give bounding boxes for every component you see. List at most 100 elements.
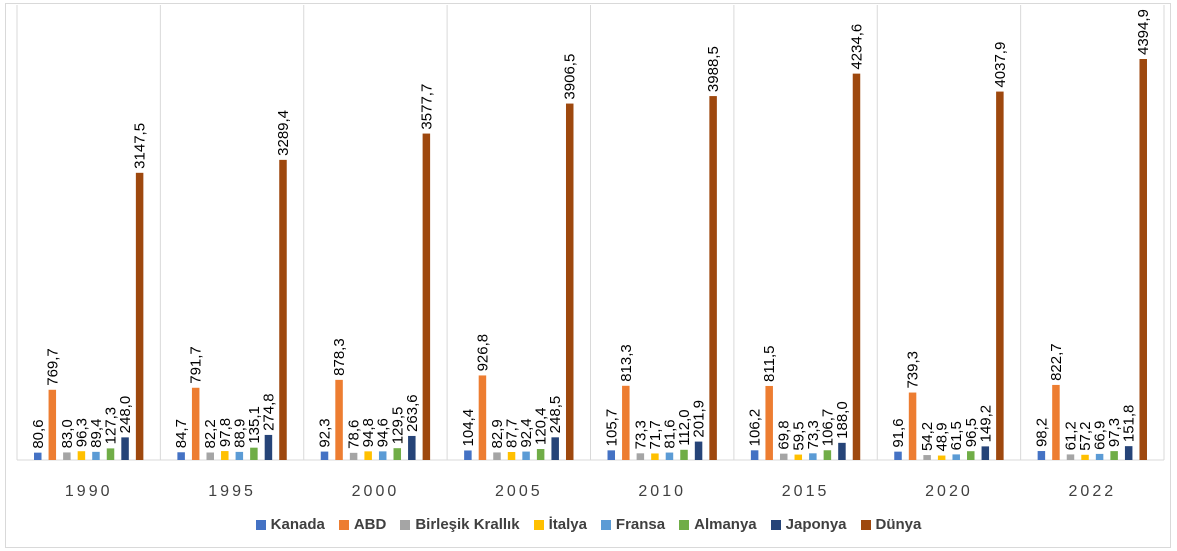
data-label: 96,5: [963, 418, 980, 447]
bar: [937, 455, 946, 460]
bar: [106, 448, 115, 460]
bar: [765, 385, 773, 460]
bar: [838, 442, 846, 460]
bar: [607, 450, 616, 460]
data-label: 3988,5: [705, 46, 722, 92]
data-label: 4394,9: [1135, 9, 1152, 55]
data-label: 3577,7: [418, 84, 435, 130]
bar: [750, 450, 759, 460]
x-tick-label: 1995: [208, 483, 256, 500]
legend-swatch: [679, 519, 690, 530]
bar: [1124, 446, 1133, 460]
legend-label: Fransa: [615, 516, 666, 533]
x-tick-label: 1990: [65, 483, 113, 500]
bar: [967, 451, 975, 460]
legend-label: İtalya: [548, 516, 587, 533]
bar: [709, 96, 717, 460]
bar: [823, 450, 832, 460]
legend-label: ABD: [353, 516, 387, 533]
data-label: 94,6: [375, 418, 392, 447]
bar: [393, 448, 402, 460]
bar: [121, 437, 129, 460]
bar: [250, 447, 258, 460]
bar: [493, 452, 501, 460]
legend-swatch: [533, 519, 544, 530]
data-label: 78,6: [346, 420, 363, 449]
x-tick-label: 2020: [925, 483, 973, 500]
legend-label: Japonya: [785, 516, 847, 533]
legend-item: Almanya: [679, 516, 757, 533]
data-label: 82,9: [489, 419, 506, 448]
data-label: 106,2: [747, 409, 764, 447]
bar: [235, 451, 244, 460]
data-label: 739,3: [905, 351, 922, 389]
bar: [422, 133, 431, 461]
bar: [694, 441, 703, 460]
data-label: 92,4: [518, 418, 535, 447]
legend-label: Birleşik Krallık: [415, 516, 520, 533]
bar: [981, 446, 990, 460]
data-label: 94,8: [360, 418, 377, 447]
legend-item: İtalya: [533, 516, 587, 533]
data-label: 3289,4: [275, 110, 292, 156]
data-label: 822,7: [1048, 343, 1065, 381]
legend-label: Almanya: [694, 516, 757, 533]
data-label: 81,6: [661, 419, 678, 448]
data-label: 926,8: [474, 334, 491, 372]
bar: [349, 452, 358, 460]
bar: [565, 103, 574, 460]
bar: [680, 449, 688, 460]
data-label: 73,3: [632, 420, 649, 449]
bar: [264, 434, 273, 460]
data-label: 84,7: [173, 419, 190, 448]
data-label: 91,6: [890, 418, 907, 447]
data-label: 105,7: [603, 409, 620, 447]
bar: [551, 437, 559, 460]
bar: [1052, 384, 1060, 460]
data-label: 112,0: [676, 409, 693, 445]
data-label: 59,5: [790, 421, 807, 450]
bar: [364, 451, 372, 460]
data-label: 149,2: [977, 405, 994, 443]
bar: [522, 451, 530, 460]
data-label: 248,0: [117, 396, 134, 434]
bar: [636, 453, 645, 460]
bar: [852, 73, 861, 461]
legend: Kanada ABD Birleşik Krallık İtalya Fransa Alm…: [0, 516, 1177, 533]
data-label: 791,7: [188, 346, 205, 384]
legend-item: ABD: [338, 516, 387, 533]
data-label: 54,2: [919, 422, 936, 451]
bar: [34, 452, 42, 460]
bar: [622, 385, 630, 460]
bar: [794, 454, 803, 460]
x-tick-label: 2015: [782, 483, 830, 500]
bar: [952, 454, 960, 460]
bar: [221, 451, 229, 460]
data-label: 129,5: [389, 407, 406, 445]
legend-item: Fransa: [600, 516, 666, 533]
data-label: 3147,5: [132, 123, 149, 169]
bar: [1110, 451, 1118, 460]
bar: [1081, 454, 1089, 460]
bar: [809, 453, 817, 460]
data-label: 3906,5: [562, 54, 579, 100]
data-label: 263,6: [404, 394, 421, 432]
data-label: 83,0: [59, 419, 76, 448]
bar: [507, 451, 516, 460]
legend-label: Kanada: [270, 516, 325, 533]
legend-swatch: [255, 519, 266, 530]
data-label: 878,3: [331, 338, 348, 376]
legend-swatch: [860, 519, 871, 530]
x-tick-label: 2010: [638, 483, 686, 500]
legend-swatch: [600, 519, 611, 530]
legend-item: Dünya: [860, 516, 921, 533]
data-label: 135,1: [246, 406, 263, 444]
bar: [923, 455, 931, 460]
data-label: 98,2: [1033, 418, 1050, 447]
data-label: 104,4: [460, 409, 477, 447]
data-label: 4037,9: [992, 42, 1009, 88]
bar: [1037, 451, 1046, 460]
data-label: 92,3: [317, 418, 334, 447]
bar: [408, 435, 416, 460]
legend-item: Birleşik Krallık: [400, 516, 520, 533]
